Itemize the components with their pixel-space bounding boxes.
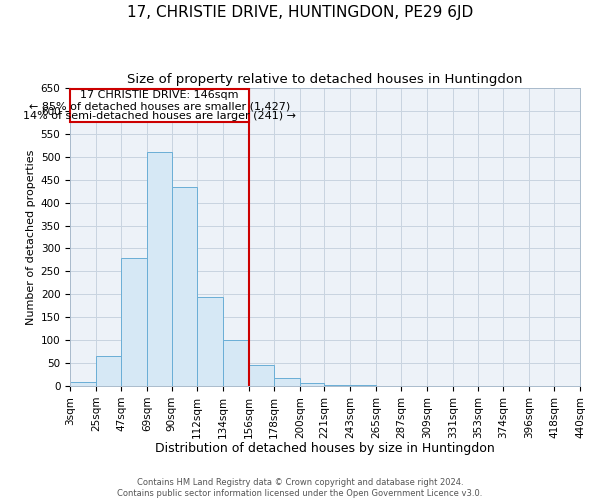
Bar: [248, 366, 274, 386]
Bar: [121, 258, 147, 386]
Bar: [70, 382, 96, 386]
Bar: [172, 186, 197, 386]
Bar: [223, 340, 248, 386]
Text: 17 CHRISTIE DRIVE: 146sqm: 17 CHRISTIE DRIVE: 146sqm: [80, 90, 239, 100]
Bar: [350, 385, 376, 386]
FancyBboxPatch shape: [70, 89, 248, 122]
X-axis label: Distribution of detached houses by size in Huntingdon: Distribution of detached houses by size …: [155, 442, 495, 455]
Text: ← 85% of detached houses are smaller (1,427): ← 85% of detached houses are smaller (1,…: [29, 102, 290, 112]
Text: 17, CHRISTIE DRIVE, HUNTINGDON, PE29 6JD: 17, CHRISTIE DRIVE, HUNTINGDON, PE29 6JD: [127, 5, 473, 20]
Bar: [147, 152, 172, 386]
Text: Contains HM Land Registry data © Crown copyright and database right 2024.
Contai: Contains HM Land Registry data © Crown c…: [118, 478, 482, 498]
Title: Size of property relative to detached houses in Huntingdon: Size of property relative to detached ho…: [127, 72, 523, 86]
Bar: [325, 385, 350, 386]
Bar: [274, 378, 300, 386]
Bar: [197, 296, 223, 386]
Y-axis label: Number of detached properties: Number of detached properties: [26, 150, 37, 324]
Text: 14% of semi-detached houses are larger (241) →: 14% of semi-detached houses are larger (…: [23, 112, 296, 122]
Bar: [96, 356, 121, 386]
Bar: [300, 383, 325, 386]
